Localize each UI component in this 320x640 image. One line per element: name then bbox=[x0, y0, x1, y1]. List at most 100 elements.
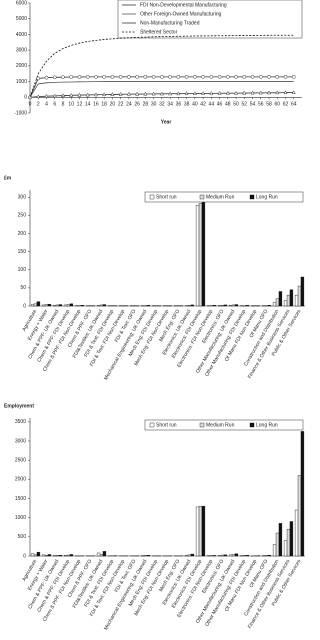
bar bbox=[278, 291, 283, 307]
bar bbox=[217, 555, 222, 557]
bar bbox=[58, 555, 63, 557]
y-tick-label: 1500 bbox=[15, 496, 26, 502]
bar bbox=[201, 201, 206, 307]
point bbox=[192, 75, 197, 79]
bar bbox=[41, 554, 46, 557]
bar bbox=[36, 551, 41, 557]
x-tick-label: 36 bbox=[176, 102, 182, 108]
legend-label: Medium Run bbox=[206, 194, 235, 200]
bar bbox=[297, 285, 302, 307]
point bbox=[102, 75, 107, 79]
point bbox=[258, 90, 263, 95]
y-tick-label: 250 bbox=[18, 213, 27, 219]
y-tick-label: 5000 bbox=[16, 16, 27, 22]
x-tick-label: 52 bbox=[242, 102, 248, 108]
bar bbox=[99, 554, 104, 557]
x-tick-label: 4 bbox=[45, 102, 48, 108]
legend-label: Medium Run bbox=[206, 422, 235, 428]
y-tick-label: 0 bbox=[24, 95, 27, 101]
point bbox=[118, 75, 123, 79]
y-tick-label: 50 bbox=[20, 285, 26, 291]
series-line bbox=[29, 81, 294, 98]
point bbox=[250, 90, 255, 95]
y-tick-label: 3500 bbox=[15, 419, 26, 425]
point bbox=[44, 93, 49, 98]
legend-swatch bbox=[199, 422, 205, 428]
point bbox=[93, 92, 98, 97]
point bbox=[192, 91, 197, 95]
point bbox=[151, 91, 156, 96]
bar bbox=[63, 304, 68, 307]
bar bbox=[33, 554, 38, 557]
legend-label: FDI Non-Developmental Manufacturing bbox=[140, 2, 227, 8]
point bbox=[110, 75, 115, 79]
point bbox=[234, 90, 239, 95]
x-tick-label: 50 bbox=[233, 102, 239, 108]
point bbox=[201, 75, 205, 79]
point bbox=[184, 75, 189, 79]
x-tick-label: 30 bbox=[151, 102, 157, 108]
bar bbox=[187, 305, 192, 307]
bar bbox=[300, 431, 305, 557]
point bbox=[60, 93, 65, 98]
bar bbox=[217, 305, 222, 307]
point bbox=[242, 90, 247, 95]
bar bbox=[278, 523, 283, 557]
point bbox=[209, 91, 214, 95]
point bbox=[127, 75, 131, 79]
point bbox=[143, 75, 148, 79]
point bbox=[69, 92, 74, 97]
point bbox=[209, 75, 214, 79]
x-tick-label: 56 bbox=[258, 102, 264, 108]
bar bbox=[297, 475, 302, 557]
y-tick-label: 2000 bbox=[16, 63, 27, 69]
bar bbox=[33, 303, 38, 307]
bar bbox=[44, 304, 49, 307]
point bbox=[258, 75, 263, 79]
bar bbox=[96, 552, 101, 557]
y-tick-label: 2000 bbox=[15, 477, 26, 483]
bar bbox=[245, 305, 250, 307]
point bbox=[168, 75, 172, 79]
point bbox=[217, 90, 222, 95]
bar bbox=[283, 540, 288, 557]
bar bbox=[275, 532, 280, 557]
x-tick-label: 32 bbox=[159, 102, 165, 108]
x-tick-label: 24 bbox=[126, 102, 132, 108]
y-tick-label: 4000 bbox=[16, 32, 27, 38]
x-tick-label: 64 bbox=[291, 102, 297, 108]
y-tick-label: 3000 bbox=[15, 438, 26, 444]
point bbox=[234, 75, 238, 79]
bar bbox=[195, 205, 200, 307]
bar bbox=[294, 294, 299, 307]
bar bbox=[234, 553, 239, 557]
series-line bbox=[29, 34, 294, 98]
bar bbox=[66, 554, 71, 557]
bar bbox=[272, 544, 277, 557]
legend-swatch bbox=[149, 422, 155, 428]
x-tick-label: 28 bbox=[143, 102, 149, 108]
x-tick-label: 6 bbox=[53, 102, 56, 108]
x-tick-label: 12 bbox=[77, 102, 83, 108]
point bbox=[69, 75, 74, 79]
y-tick-label: -1000 bbox=[14, 110, 27, 116]
bar bbox=[69, 554, 74, 557]
bar bbox=[102, 551, 107, 557]
bar bbox=[187, 554, 192, 557]
x-tick-label: 34 bbox=[167, 102, 173, 108]
y-tick-label: 100 bbox=[18, 267, 27, 273]
bar bbox=[212, 305, 217, 307]
bar bbox=[283, 300, 288, 307]
legend-box bbox=[144, 419, 304, 431]
x-tick-label: 40 bbox=[192, 102, 198, 108]
bar bbox=[55, 555, 60, 557]
y-tick-label: 0 bbox=[23, 303, 26, 309]
bar bbox=[234, 304, 239, 307]
bar bbox=[146, 305, 151, 307]
legend-label: Long Run bbox=[256, 194, 278, 200]
x-tick-label: 8 bbox=[62, 102, 65, 108]
bar bbox=[47, 303, 52, 307]
point bbox=[77, 92, 82, 97]
bar bbox=[44, 555, 49, 557]
x-tick-label: 0 bbox=[29, 102, 32, 108]
